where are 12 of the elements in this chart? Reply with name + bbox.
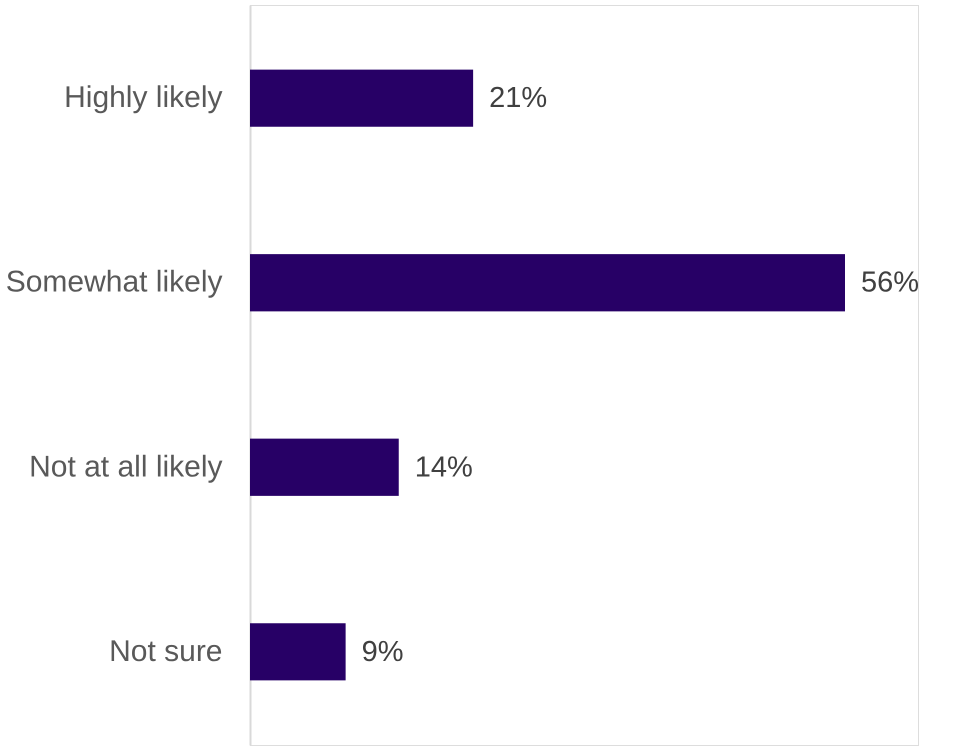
data-label: 14% — [414, 451, 473, 484]
y-tick-label: Highly likely — [64, 81, 222, 114]
y-tick-label: Somewhat likely — [6, 266, 222, 299]
data-label: 21% — [489, 82, 548, 114]
bar — [250, 623, 346, 680]
bar — [250, 254, 845, 312]
data-label: 56% — [861, 266, 920, 299]
bar — [250, 70, 474, 127]
data-label: 9% — [362, 636, 404, 668]
y-tick-label: Not at all likely — [29, 450, 222, 484]
y-tick-label: Not sure — [109, 634, 222, 668]
bar — [250, 438, 399, 496]
